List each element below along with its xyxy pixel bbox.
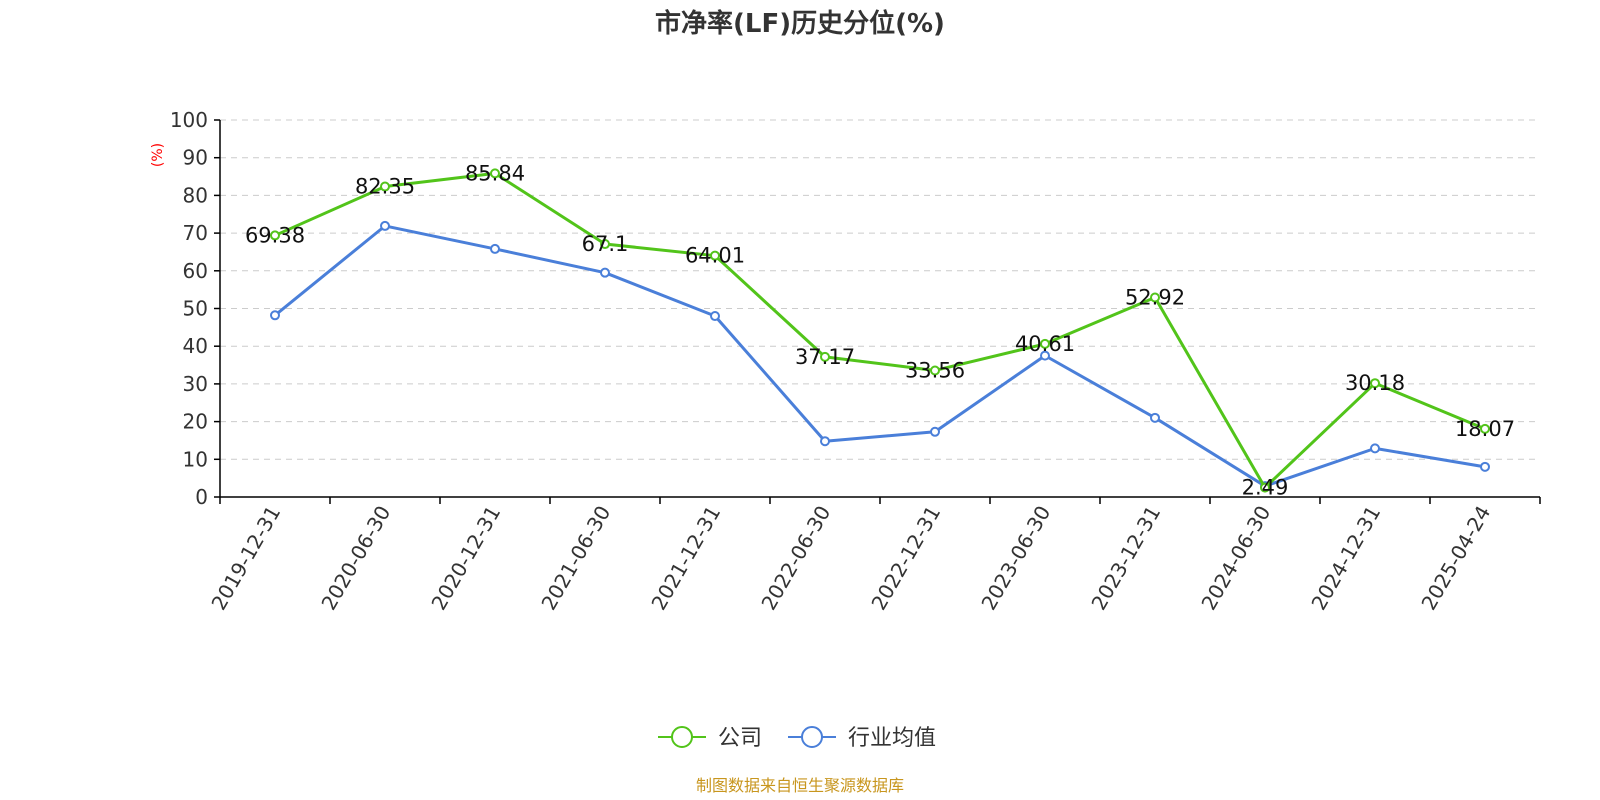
data-labels: 69.38 82.35 85.84 67.1 64.01 37.17 33.56 40.61 5… (245, 161, 1515, 499)
x-tick-label: 2024-06-30 (1196, 502, 1275, 615)
data-point[interactable] (930, 426, 940, 437)
y-tick-label: 40 (183, 334, 208, 358)
data-label: 30.18 (1345, 371, 1405, 395)
data-source-note: 制图数据来自恒生聚源数据库 (696, 776, 904, 795)
x-tick-label: 2023-06-30 (976, 502, 1055, 615)
chart-title: 市净率(LF)历史分位(%) (655, 8, 945, 39)
y-tick-label: 0 (195, 485, 208, 509)
legend-circle-icon (801, 726, 823, 748)
data-label: 18.07 (1455, 417, 1515, 441)
x-tick-label: 2019-12-31 (206, 502, 285, 615)
data-label: 40.61 (1015, 332, 1075, 356)
x-tick-label: 2021-12-31 (646, 502, 725, 615)
data-point[interactable] (270, 310, 280, 321)
y-tick-label: 20 (183, 410, 208, 434)
y-tick-label: 60 (183, 259, 208, 283)
x-tick-label: 2021-06-30 (536, 502, 615, 615)
legend-circle-icon (671, 726, 693, 748)
data-point[interactable] (1480, 461, 1490, 472)
data-point[interactable] (380, 220, 390, 231)
data-label: 67.1 (582, 232, 629, 256)
y-tick-label: 90 (183, 146, 208, 170)
data-point[interactable] (1260, 482, 1270, 493)
data-point[interactable] (1370, 443, 1380, 454)
legend-label-industry-average: 行业均值 (848, 726, 936, 751)
data-point[interactable] (1040, 350, 1050, 361)
data-label: 37.17 (795, 345, 855, 369)
y-tick-label: 30 (183, 372, 208, 396)
x-tick-label: 2025-04-24 (1416, 502, 1495, 615)
y-tick-label: 50 (183, 297, 208, 321)
y-tick-label: 100 (170, 108, 208, 132)
data-label: 82.35 (355, 175, 415, 199)
legend-item-industry-average[interactable]: 行业均值 (788, 726, 936, 751)
gridlines (220, 119, 1540, 460)
y-tick-label: 70 (183, 221, 208, 245)
series-lines (270, 168, 1490, 493)
data-point[interactable] (710, 250, 720, 261)
data-point[interactable] (600, 239, 610, 250)
data-point[interactable] (1480, 423, 1490, 434)
data-label: 2.49 (1242, 476, 1289, 500)
data-point[interactable] (1150, 412, 1160, 423)
data-label: 33.56 (905, 358, 965, 382)
legend-item-company[interactable]: 公司 (658, 726, 762, 751)
y-tick-labels: 0 10 20 30 40 50 60 70 80 90 100 (170, 108, 208, 509)
data-label: 69.38 (245, 223, 305, 247)
axes (214, 119, 1541, 504)
x-tick-labels: 2019-12-31 2020-06-30 2020-12-31 2021-06-30… (206, 502, 1495, 615)
x-tick-label: 2024-12-31 (1306, 502, 1385, 615)
data-point[interactable] (820, 351, 830, 362)
data-point[interactable] (380, 181, 390, 192)
data-point[interactable] (1150, 292, 1160, 303)
data-point[interactable] (490, 243, 500, 254)
data-label: 52.92 (1125, 285, 1185, 309)
y-tick-label: 80 (183, 183, 208, 207)
y-tick-label: 10 (183, 447, 208, 471)
data-point[interactable] (600, 267, 610, 278)
data-label: 85.84 (465, 161, 525, 185)
y-axis-unit-label: (%) (150, 143, 166, 167)
data-point[interactable] (820, 436, 830, 447)
legend: 公司 行业均值 (658, 726, 936, 751)
x-tick-label: 2022-06-30 (756, 502, 835, 615)
x-tick-label: 2022-12-31 (866, 502, 945, 615)
series-line-1 (274, 224, 1486, 488)
data-point[interactable] (710, 311, 720, 322)
data-point[interactable] (270, 230, 280, 241)
data-point[interactable] (1040, 338, 1050, 349)
series-line-0 (274, 171, 1486, 490)
x-tick-label: 2020-06-30 (316, 502, 395, 615)
legend-label-company: 公司 (718, 726, 762, 751)
data-label: 64.01 (685, 244, 745, 268)
x-tick-label: 2023-12-31 (1086, 502, 1165, 615)
data-point[interactable] (490, 168, 500, 179)
data-point[interactable] (1370, 378, 1380, 389)
data-point[interactable] (930, 365, 940, 376)
x-tick-label: 2020-12-31 (426, 502, 505, 615)
